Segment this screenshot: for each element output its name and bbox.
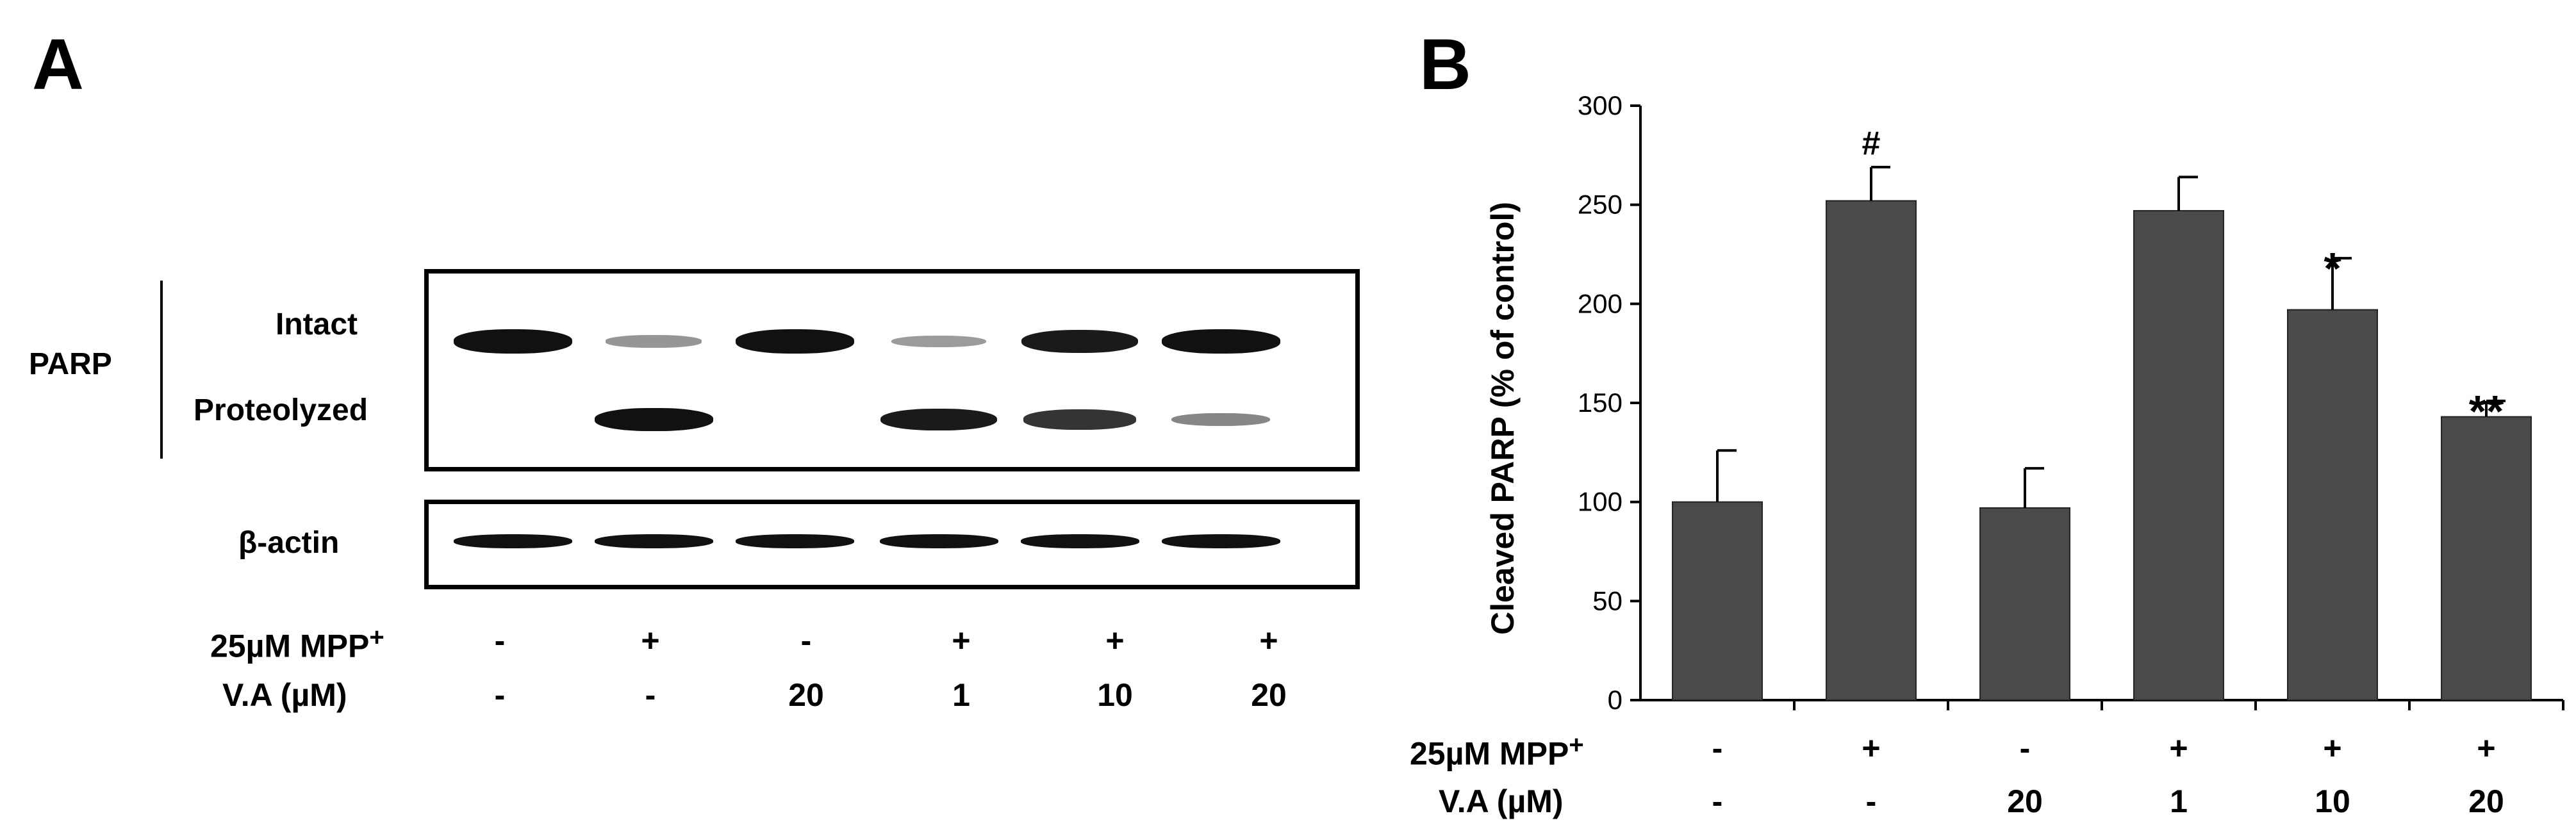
va-cond-b-3: 20 [2007, 783, 2043, 819]
bar-4 [2133, 209, 2224, 701]
y-tick-label-150: 150 [1578, 388, 1622, 418]
y-axis-label: Cleaved PARP (% of control) [1485, 202, 1521, 635]
actin-band-2 [594, 534, 713, 548]
intact-band-1 [453, 329, 572, 354]
mpp-superscript: + [369, 623, 384, 651]
parp-group-label: PARP [29, 347, 112, 381]
va-cond-b-4: 1 [2170, 783, 2188, 819]
mpp-cond-b-6: + [2477, 730, 2496, 766]
intact-row-label: Intact [276, 307, 358, 341]
proteolyzed-row-label: Proteolyzed [194, 393, 368, 427]
mpp-cond-a-6: + [1259, 623, 1278, 658]
mpp-cond-a-4: + [952, 623, 971, 658]
intact-band-5 [1021, 329, 1139, 354]
mpp-cond-a-3: - [800, 623, 812, 658]
actin-row-label: β-actin [238, 526, 340, 560]
significance-2: # [1862, 125, 1881, 162]
proteolyzed-band-2 [594, 408, 713, 431]
va-cond-b-5: 10 [2315, 783, 2350, 819]
va-row-label-a: V.A (µM) [222, 677, 347, 713]
bar-6 [2441, 416, 2532, 701]
bar-5 [2287, 309, 2378, 701]
parp-bracket-line [160, 281, 163, 459]
mpp-cond-a-5: + [1105, 623, 1125, 658]
significance-5: * [2324, 243, 2341, 293]
parp-blot [424, 269, 1360, 471]
y-tick-label-100: 100 [1578, 487, 1622, 517]
actin-band-4 [879, 534, 998, 548]
va-cond-b-1: - [1712, 783, 1723, 819]
va-cond-a-5: 10 [1097, 677, 1133, 713]
va-cond-b-6: 20 [2468, 783, 2504, 819]
va-cond-a-2: - [645, 677, 656, 713]
mpp-cond-b-2: + [1862, 730, 1881, 766]
proteolyzed-band-5 [1023, 409, 1136, 430]
proteolyzed-band-6 [1171, 413, 1271, 427]
intact-band-6 [1161, 329, 1280, 354]
bar-chart: Cleaved PARP (% of control) 0 50 100 150 200… [1485, 90, 2564, 715]
intact-band-4 [891, 335, 987, 348]
significance-6: ** [2469, 386, 2504, 436]
proteolyzed-band-4 [880, 408, 998, 431]
mpp-row-label-b: 25µM MPP+ [1410, 732, 1584, 770]
panel-a-label: A [32, 24, 84, 104]
actin-band-1 [453, 534, 572, 548]
mpp-cond-b-1: - [1712, 730, 1723, 766]
bar-3 [1979, 507, 2070, 701]
mpp-row-label-a: 25µM MPP+ [210, 625, 384, 662]
y-tick-label-0: 0 [1608, 685, 1622, 715]
mpp-cond-b-3: - [2019, 730, 2031, 766]
y-tick-label-300: 300 [1578, 90, 1622, 120]
intact-band-3 [735, 329, 854, 354]
panel-b-label: B [1419, 24, 1471, 104]
mpp-superscript-b: + [1569, 731, 1584, 759]
bar-2 [1826, 200, 1917, 701]
y-tick-label-250: 250 [1578, 190, 1622, 220]
actin-blot [424, 500, 1360, 589]
va-cond-a-6: 20 [1251, 677, 1287, 713]
actin-band-6 [1161, 534, 1280, 548]
y-tick-label-200: 200 [1578, 288, 1622, 318]
va-row-label-b: V.A (µM) [1439, 783, 1564, 819]
mpp-cond-b-4: + [2169, 730, 2188, 766]
mpp-cond-a-1: - [494, 623, 506, 658]
actin-band-5 [1020, 534, 1139, 548]
va-cond-a-3: 20 [788, 677, 824, 713]
va-cond-a-1: - [494, 677, 506, 713]
bar-1 [1672, 501, 1763, 701]
mpp-label-text-b: 25µM MPP [1410, 735, 1569, 772]
va-cond-a-4: 1 [952, 677, 970, 713]
actin-band-3 [735, 534, 854, 548]
mpp-cond-a-2: + [641, 623, 660, 658]
mpp-cond-b-5: + [2323, 730, 2342, 766]
intact-band-2 [605, 335, 702, 348]
mpp-label-text: 25µM MPP [210, 628, 370, 664]
y-tick-label-50: 50 [1592, 585, 1622, 616]
va-cond-b-2: - [1865, 783, 1877, 819]
